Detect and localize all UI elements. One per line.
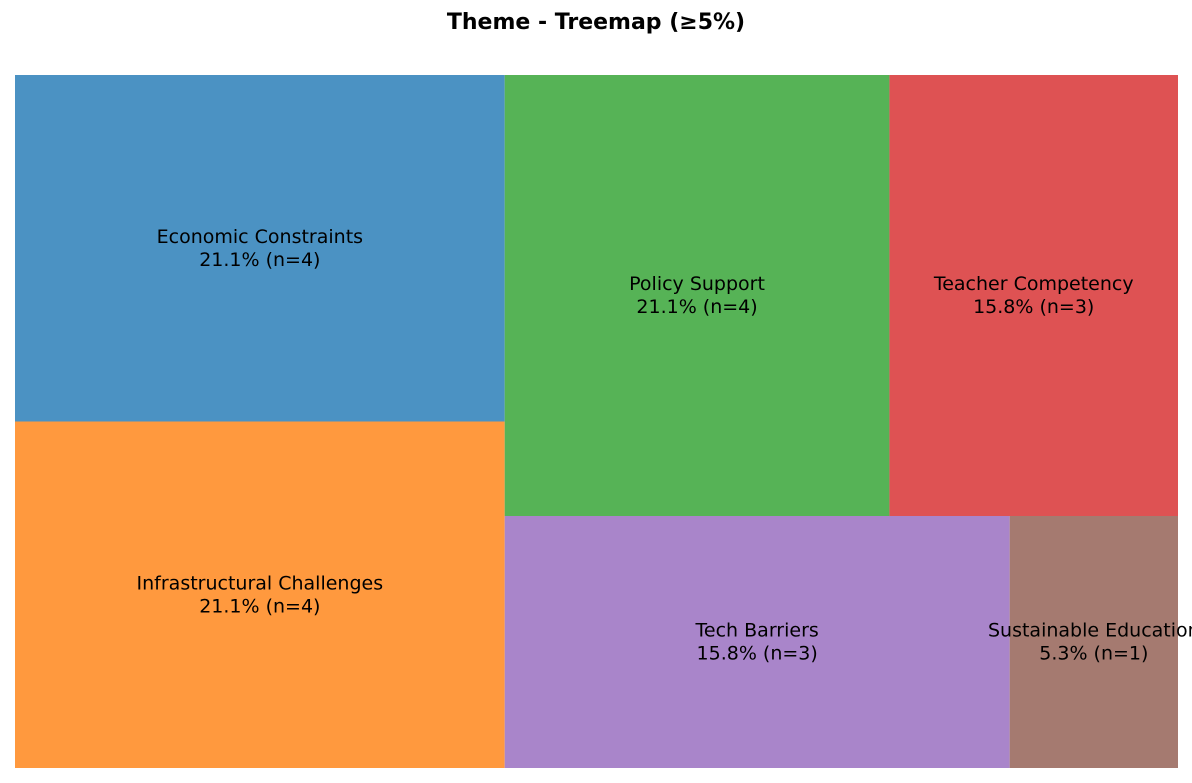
treemap-cell-value: 5.3% (n=1) (1039, 643, 1148, 665)
treemap-cell-value: 21.1% (n=4) (636, 296, 757, 318)
treemap-rect (889, 75, 1178, 516)
treemap-cell-name: Policy Support (629, 273, 765, 295)
treemap-cell-value: 21.1% (n=4) (199, 595, 320, 617)
treemap-rect (15, 421, 505, 768)
treemap-cell-value: 15.8% (n=3) (697, 643, 818, 665)
treemap-cell-name: Sustainable Education (988, 620, 1192, 642)
treemap-cell-name: Economic Constraints (157, 226, 363, 248)
chart-title: Theme - Treemap (≥5%) (446, 10, 746, 35)
treemap-cell-name: Infrastructural Challenges (137, 572, 384, 594)
treemap-cell-value: 15.8% (n=3) (973, 296, 1094, 318)
treemap-cell-value: 21.1% (n=4) (199, 249, 320, 271)
treemap-rect (15, 75, 505, 422)
treemap-rect (504, 75, 890, 516)
treemap-cell-name: Teacher Competency (933, 273, 1134, 295)
treemap-rect (1009, 516, 1178, 768)
treemap-rect (504, 516, 1010, 768)
treemap-cell-name: Tech Barriers (695, 620, 819, 642)
